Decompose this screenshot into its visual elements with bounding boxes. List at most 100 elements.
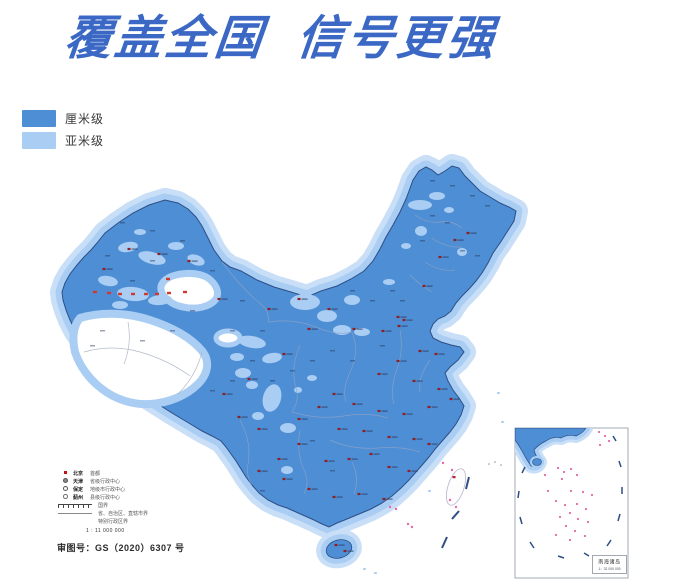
city-label-mark xyxy=(356,328,363,330)
island-dot xyxy=(564,524,568,528)
island-dot xyxy=(569,467,573,471)
place-label-mark xyxy=(230,330,235,332)
nine-dash xyxy=(617,513,621,522)
capital-marker xyxy=(352,402,356,406)
capital-marker xyxy=(307,487,311,491)
submeter-level-label: 亚米级 xyxy=(65,133,105,148)
city-label-mark xyxy=(131,248,138,250)
city-label-mark xyxy=(400,360,407,362)
capital-marker xyxy=(449,397,453,401)
red-label-mark xyxy=(167,291,171,295)
capital-marker xyxy=(437,387,441,391)
capital-marker xyxy=(332,392,336,396)
place-label-mark xyxy=(445,222,450,224)
island-dot xyxy=(590,493,594,497)
key-desc: 地级市行政中心 xyxy=(90,487,126,493)
city-label-mark xyxy=(400,316,407,318)
capital-marker xyxy=(282,477,286,481)
city-label-mark xyxy=(431,406,438,408)
capital-marker xyxy=(347,457,351,461)
place-label-mark xyxy=(140,340,145,342)
inset-title: 南海诸岛 xyxy=(598,559,620,566)
city-label-mark xyxy=(411,470,418,472)
island-dot xyxy=(575,473,579,477)
city-label-mark xyxy=(356,403,363,405)
island-dot xyxy=(576,517,580,521)
capital-marker xyxy=(369,452,373,456)
city-label-mark xyxy=(406,413,413,415)
city-label-mark xyxy=(470,232,477,234)
city-label-mark xyxy=(286,478,293,480)
island-dot xyxy=(441,461,445,465)
red-label-mark xyxy=(107,291,111,295)
key-row-city-center: 保定 地级市行政中心 xyxy=(58,486,182,493)
red-place-labels xyxy=(93,277,187,296)
red-label-mark xyxy=(93,290,97,294)
city-label-mark xyxy=(226,393,233,395)
place-label-mark xyxy=(470,195,475,197)
key-desc: 县级行政中心 xyxy=(90,495,121,501)
capital-marker xyxy=(427,405,431,409)
island-dot xyxy=(406,522,410,526)
city-label-mark xyxy=(416,380,423,382)
place-label-mark xyxy=(420,240,425,242)
city-label-mark xyxy=(431,443,438,445)
nine-dash xyxy=(529,541,535,549)
qaidam-gap xyxy=(213,328,243,348)
place-label-mark xyxy=(310,440,315,442)
city-label-mark xyxy=(271,308,278,310)
city-label-mark xyxy=(301,443,308,445)
city-label-mark xyxy=(401,325,408,327)
capital-marker xyxy=(387,435,391,439)
capital-marker xyxy=(337,427,341,431)
capital-marker xyxy=(277,457,281,461)
place-label-mark xyxy=(330,470,335,472)
province-boundaries-west xyxy=(83,321,203,395)
sea-islet xyxy=(374,572,377,574)
nine-dash xyxy=(517,490,520,499)
city-label-mark xyxy=(438,353,445,355)
place-label-mark xyxy=(485,205,490,207)
sea-islet-specks xyxy=(363,392,504,574)
island-dot xyxy=(575,502,579,506)
south-china-sea-inset: 南海诸岛 1：32 000 000 xyxy=(514,427,629,579)
city-label-mark xyxy=(311,328,318,330)
sar-boundary-line xyxy=(58,521,92,523)
place-label-mark xyxy=(430,215,435,217)
capital-marker xyxy=(387,465,391,469)
submeter-patches xyxy=(98,192,467,474)
capital-marker xyxy=(427,442,431,446)
nine-dash xyxy=(583,552,590,557)
sea-islet xyxy=(497,392,500,394)
capital-marker xyxy=(127,247,131,251)
key-row-province-boundary: 省、自治区、直辖市界 xyxy=(58,510,182,517)
offshore-islet-dots xyxy=(488,461,502,466)
nine-dash xyxy=(612,435,617,442)
capital-marker xyxy=(257,427,261,431)
nine-dash xyxy=(441,536,448,549)
capital-marker xyxy=(267,307,271,311)
cm-level-label: 厘米级 xyxy=(65,111,105,126)
city-label-mark xyxy=(321,406,328,408)
city-label-mark xyxy=(361,493,368,495)
capital-marker xyxy=(257,469,261,473)
place-label-mark xyxy=(460,250,465,252)
place-label-mark xyxy=(150,230,155,232)
key-desc: 省级行政中心 xyxy=(90,479,121,485)
city-markers xyxy=(102,231,477,553)
city-label-mark xyxy=(441,388,448,390)
capital-marker xyxy=(407,469,411,473)
place-label-mark xyxy=(260,330,265,332)
islet-dot xyxy=(494,461,496,463)
city-label-mark xyxy=(351,458,358,460)
capital-marker xyxy=(297,442,301,446)
coverage-legend: 厘米级 亚米级 xyxy=(22,109,104,153)
capital-marker xyxy=(327,307,331,311)
place-label-marks xyxy=(90,180,490,492)
key-name: 蓟州 xyxy=(73,495,84,501)
city-label-mark xyxy=(311,488,318,490)
city-label-mark xyxy=(301,298,308,300)
capital-marker xyxy=(334,543,338,547)
place-label-mark xyxy=(330,350,335,352)
